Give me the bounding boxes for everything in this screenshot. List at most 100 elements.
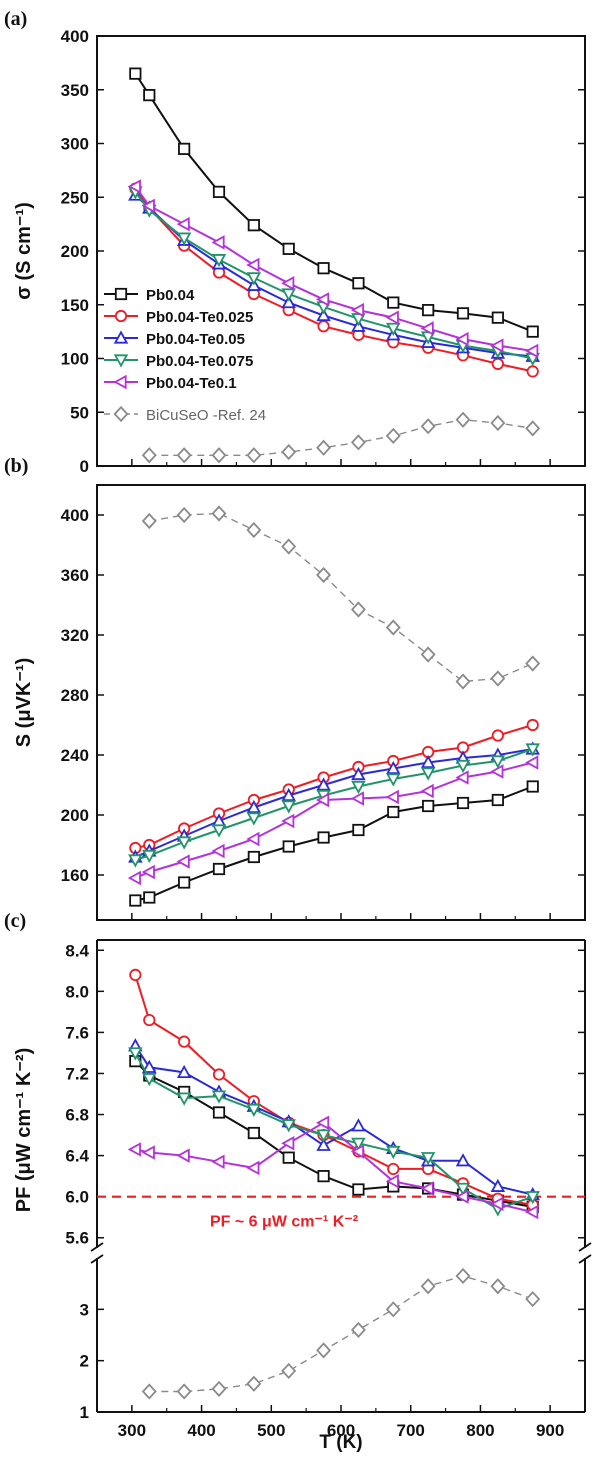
data-point	[316, 307, 331, 322]
data-point	[316, 439, 332, 456]
legend: Pb0.04 Pb0.04-Te0.025 Pb0.04-Te0.05 Pb0.04-…	[104, 287, 266, 424]
data-point	[525, 343, 539, 359]
panel-label: (c)	[4, 910, 26, 932]
series-pb0-04-te0-1	[127, 1115, 539, 1220]
data-point	[246, 799, 262, 814]
data-point	[385, 619, 401, 636]
data-point	[490, 338, 504, 353]
data-point	[246, 812, 262, 826]
data-point	[246, 521, 262, 539]
data-point	[420, 767, 436, 781]
y-tick-label: 2	[80, 1352, 89, 1371]
data-point	[490, 1278, 506, 1295]
y-tick-label: 400	[61, 27, 89, 46]
series-line	[134, 974, 533, 1206]
data-point	[352, 823, 365, 837]
data-point	[281, 1136, 295, 1151]
data-point	[317, 320, 330, 333]
data-point	[420, 321, 434, 336]
data-point	[385, 427, 401, 444]
y-tick-label: 320	[61, 626, 89, 645]
data-point	[351, 1118, 366, 1132]
y-tick-label: 250	[61, 188, 89, 207]
data-point	[176, 216, 190, 232]
series-pb0-04-te0-075	[128, 743, 540, 868]
data-point	[455, 673, 471, 690]
data-point	[491, 357, 504, 370]
data-point	[352, 1183, 365, 1196]
panel-b: (b) 160 200 240 280 320 360 400 S (μVK⁻¹)	[4, 455, 586, 921]
panel-label: (b)	[4, 455, 28, 477]
data-point	[315, 792, 330, 808]
x-axis-label: T (K)	[319, 1432, 362, 1453]
data-point	[129, 894, 142, 907]
y-tick-label: 5.6	[65, 1229, 89, 1248]
data-point	[246, 447, 262, 464]
y-axis-label: S (μVK⁻¹)	[13, 658, 35, 747]
y-tick-label: 360	[61, 566, 89, 585]
data-point	[386, 322, 401, 336]
series-line	[134, 748, 534, 861]
y-tick-label: 7.2	[65, 1064, 89, 1083]
data-point	[490, 670, 506, 687]
data-point	[178, 876, 191, 889]
x-tick-label: 700	[397, 1421, 425, 1440]
data-point	[211, 1154, 225, 1170]
data-point	[351, 780, 366, 795]
data-point	[176, 1064, 192, 1079]
data-point	[385, 1301, 401, 1318]
data-point	[246, 272, 262, 286]
axis-break-mark	[578, 1242, 592, 1252]
legend-label: Pb0.04-Te0.075	[146, 353, 253, 370]
data-point	[176, 1383, 192, 1400]
data-point	[351, 766, 366, 781]
data-point	[317, 262, 330, 275]
data-point	[352, 277, 365, 290]
data-point	[128, 1047, 143, 1061]
data-point	[246, 1103, 262, 1117]
data-point	[316, 1342, 332, 1359]
data-point	[142, 849, 157, 864]
data-point	[525, 655, 541, 672]
axis-break-mark	[90, 1254, 104, 1264]
legend-marker	[113, 330, 129, 344]
data-point	[525, 1191, 540, 1205]
data-point	[247, 1126, 260, 1140]
data-point	[525, 420, 541, 437]
data-point	[281, 813, 295, 829]
data-point	[211, 1380, 227, 1397]
data-point	[420, 418, 436, 435]
data-point	[350, 601, 366, 618]
data-point	[526, 365, 539, 378]
data-point	[491, 793, 504, 807]
data-point	[141, 1145, 155, 1160]
data-point	[525, 1290, 541, 1308]
data-point	[420, 783, 434, 799]
y-tick-label: 400	[61, 506, 89, 525]
series-line	[134, 1045, 533, 1196]
data-point	[455, 331, 469, 347]
data-point	[212, 1106, 226, 1119]
series-pb0-04-te0-025	[129, 968, 539, 1211]
data-point	[246, 257, 260, 273]
data-point	[176, 1092, 192, 1106]
axis-break-mark	[90, 1242, 104, 1252]
data-point	[317, 1170, 330, 1183]
data-point	[420, 1181, 434, 1196]
data-point	[315, 292, 330, 307]
data-point	[281, 538, 297, 555]
x-tick-label: 800	[466, 1421, 494, 1440]
data-point	[281, 295, 296, 309]
data-point	[178, 142, 191, 155]
data-point	[455, 759, 471, 774]
data-point	[422, 799, 435, 813]
data-point	[525, 755, 539, 770]
data-point	[129, 968, 142, 982]
data-point	[525, 1204, 539, 1220]
y-tick-label: 0	[80, 457, 89, 476]
x-tick-label: 400	[187, 1421, 215, 1440]
data-point	[143, 1013, 156, 1027]
data-point	[176, 232, 192, 246]
data-point	[316, 1137, 331, 1151]
